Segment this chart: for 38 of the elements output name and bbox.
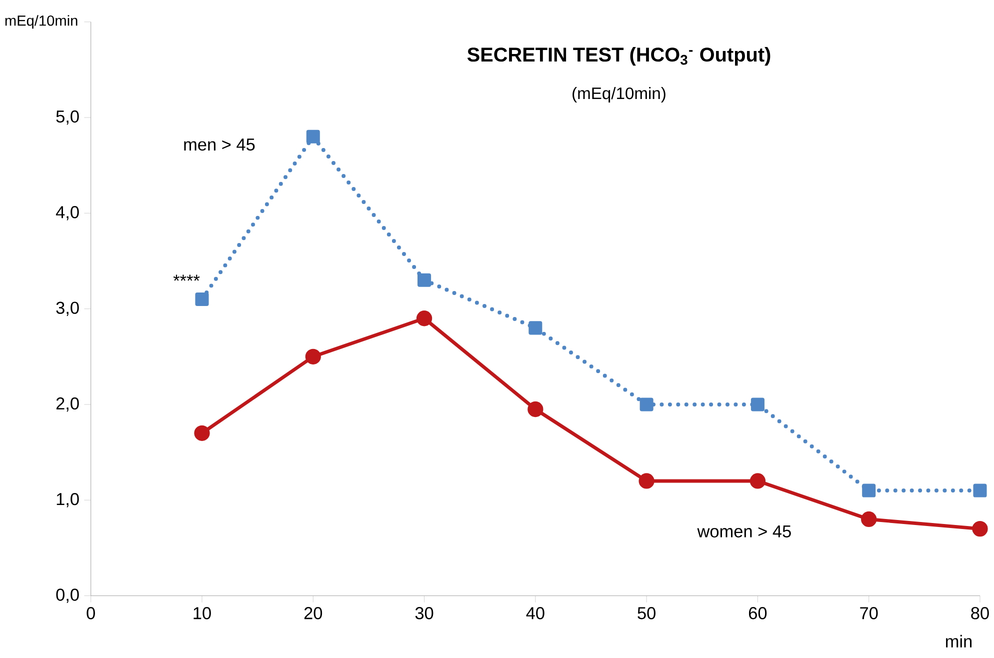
point	[640, 397, 654, 412]
point	[528, 320, 542, 335]
x-tick-label: 80	[971, 606, 989, 620]
point	[973, 484, 987, 498]
y-tick-label: 4,0	[56, 206, 79, 220]
point	[861, 511, 877, 527]
point	[195, 292, 209, 306]
point	[638, 472, 654, 489]
point	[750, 397, 764, 412]
point	[862, 484, 876, 498]
point	[418, 273, 432, 287]
x-axis-title: min	[946, 634, 972, 648]
point	[416, 310, 432, 326]
y-axis-title: mEq/10min	[5, 14, 78, 28]
series-label: women > 45	[697, 525, 791, 538]
x-tick-label: 50	[638, 606, 656, 620]
point	[194, 425, 210, 441]
point	[750, 472, 766, 489]
x-tick-label: 60	[748, 606, 767, 620]
x-tick-label: 40	[526, 606, 544, 620]
x-tick-label: 10	[194, 606, 211, 620]
y-tick-label: 1,0	[56, 492, 79, 508]
x-tick-label: 20	[304, 606, 322, 620]
x-tick-label: 0	[86, 606, 95, 620]
x-tick-label: 70	[860, 606, 878, 620]
point	[528, 401, 544, 417]
y-tick-label: 2,0	[56, 397, 79, 412]
point	[306, 130, 320, 144]
y-tick-label: 0,0	[56, 588, 79, 603]
x-tick-label: 30	[415, 606, 434, 620]
point	[972, 520, 988, 536]
y-tick-label: 5,0	[56, 110, 79, 124]
text: (mEq/10min)	[572, 86, 666, 102]
y-tick-label: 3,0	[56, 301, 79, 316]
text: SECRETIN TEST (HCO$_{3}$$^{-}$ Output)	[467, 46, 770, 66]
text: men > 45	[184, 138, 255, 150]
annotation: ****	[173, 274, 200, 281]
point	[305, 348, 321, 364]
